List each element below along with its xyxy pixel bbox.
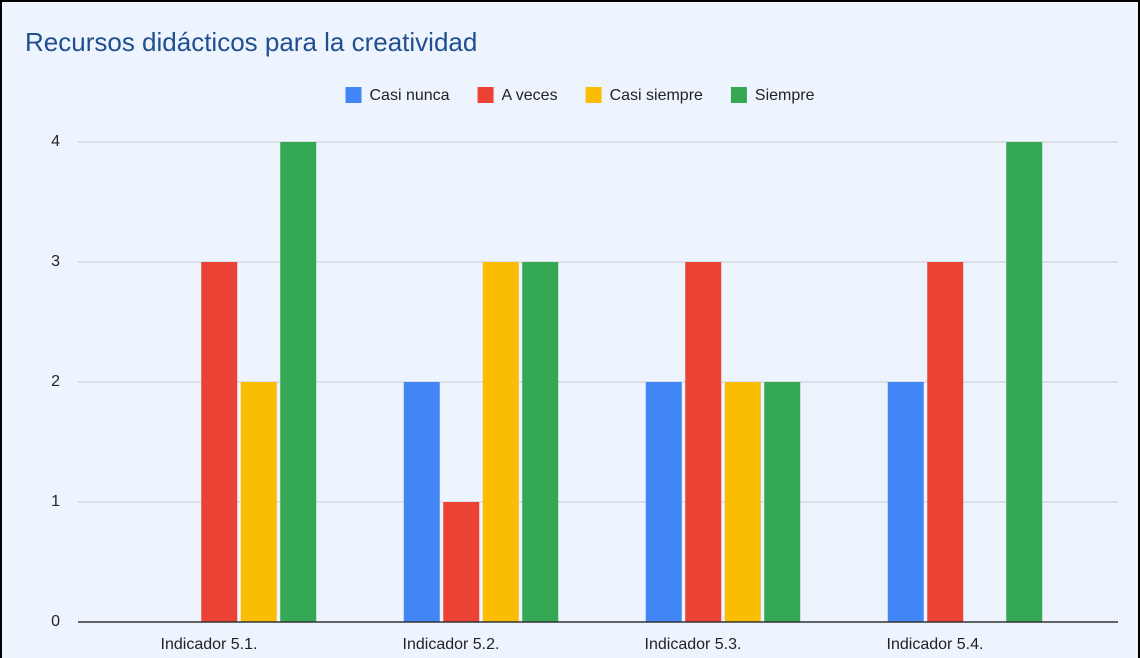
x-tick-label: Indicador 5.2. — [403, 636, 500, 653]
legend-swatch — [585, 87, 602, 103]
legend-label: Siempre — [755, 87, 815, 104]
chart-title: Recursos didácticos para la creatividad — [25, 27, 477, 57]
legend-label: Casi siempre — [610, 87, 703, 104]
bar — [645, 382, 682, 622]
bar — [482, 262, 519, 622]
legend-label: A veces — [502, 87, 558, 104]
legend-swatch — [477, 87, 494, 103]
legend-item: A veces — [477, 87, 558, 104]
bar — [280, 142, 317, 622]
y-tick-label: 3 — [51, 253, 60, 270]
bar — [201, 262, 238, 622]
y-tick-label: 2 — [51, 373, 60, 390]
x-tick-label: Indicador 5.3. — [645, 636, 742, 653]
bar — [887, 382, 924, 622]
x-tick-label: Indicador 5.1. — [161, 636, 258, 653]
y-tick-label: 4 — [51, 133, 60, 150]
legend-item: Siempre — [730, 87, 815, 104]
legend-item: Casi siempre — [585, 87, 703, 104]
legend-label: Casi nunca — [369, 87, 449, 104]
legend-swatch — [345, 87, 362, 103]
bar — [1006, 142, 1043, 622]
x-tick-label: Indicador 5.4. — [887, 636, 984, 653]
bar — [522, 262, 559, 622]
bar — [685, 262, 722, 622]
bar — [724, 382, 761, 622]
bar — [240, 382, 277, 622]
legend-swatch — [730, 87, 747, 103]
bar — [403, 382, 440, 622]
y-tick-label: 1 — [51, 493, 60, 510]
bar — [927, 262, 964, 622]
y-tick-label: 0 — [51, 613, 60, 630]
bar — [443, 502, 480, 622]
legend-item: Casi nunca — [345, 87, 450, 104]
bar — [764, 382, 801, 622]
